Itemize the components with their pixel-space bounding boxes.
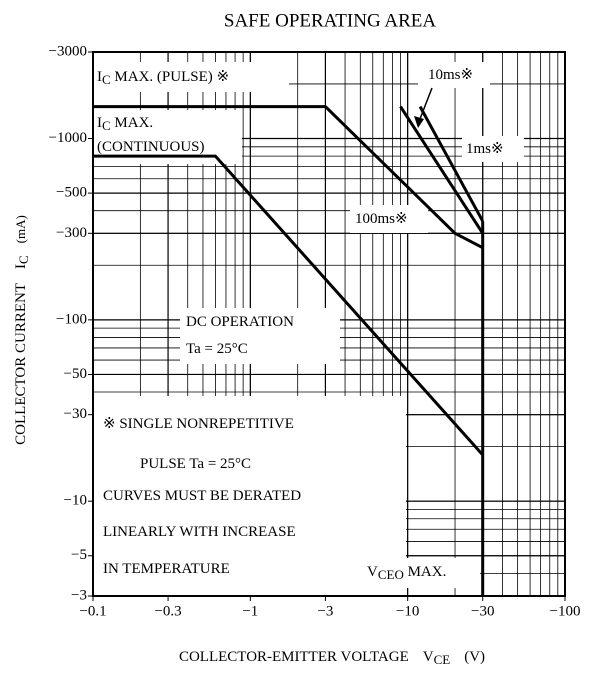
annotation: DC OPERATION xyxy=(186,314,294,330)
annotation: VCEO MAX. xyxy=(367,564,446,582)
annotation: 1ms※ xyxy=(466,141,504,157)
annotation: IN TEMPERATURE xyxy=(103,561,230,577)
y-tick-label: −100 xyxy=(56,311,87,327)
text-part: 100ms※ xyxy=(355,211,408,227)
dc-box xyxy=(180,308,340,364)
annotation: IC MAX. (PULSE) ※ xyxy=(97,69,229,87)
y-tick-label: −500 xyxy=(56,185,87,201)
text-part: COLLECTOR-EMITTER VOLTAGE xyxy=(179,649,409,665)
text-part: COLLECTOR CURRENT xyxy=(13,283,29,445)
chart-title: SAFE OPERATING AREA xyxy=(224,10,436,31)
curve xyxy=(93,154,484,456)
annotation: Ta = 25°C xyxy=(186,341,248,357)
text-part: C xyxy=(102,72,111,87)
text-part: LINEARLY WITH INCREASE xyxy=(103,524,296,540)
annotation: 100ms※ xyxy=(355,211,408,227)
x-tick-label: −100 xyxy=(550,603,581,619)
annotation: ※ SINGLE NONREPETITIVE xyxy=(103,416,294,432)
text-part: I xyxy=(13,264,29,269)
y-tick-label: −3 xyxy=(71,587,87,603)
annotation: (CONTINUOUS) xyxy=(97,139,205,155)
text-part: 1ms※ xyxy=(466,141,504,157)
curves xyxy=(93,105,485,596)
text-part: (mA) xyxy=(13,215,28,243)
text-part: CURVES MUST BE DERATED xyxy=(103,488,301,504)
text-part: V xyxy=(423,649,434,665)
text-part: MAX. xyxy=(111,115,154,131)
text-part: ※ SINGLE NONREPETITIVE xyxy=(103,416,294,432)
vceo-box xyxy=(362,558,480,588)
text-part: MAX. xyxy=(404,564,447,580)
annotation: CURVES MUST BE DERATED xyxy=(103,488,301,504)
labels: −0.1 −0.3 −1 −3 −10 −30 −100 −3 −5 −10 −30 −50 −100 −… xyxy=(13,43,581,667)
y-tick-label: −5 xyxy=(71,547,87,563)
x-tick-label: −3 xyxy=(317,603,333,619)
text-part: C xyxy=(102,118,111,133)
text-part: MAX. (PULSE) ※ xyxy=(111,69,229,85)
x-axis-label: COLLECTOR-EMITTER VOLTAGE VCE (V) xyxy=(179,649,485,667)
annotation: IC MAX. xyxy=(97,115,153,133)
text-part: IN TEMPERATURE xyxy=(103,561,230,577)
pulse-box xyxy=(94,62,289,92)
x-tick-label: −1 xyxy=(242,603,258,619)
y-tick-label: −3000 xyxy=(49,43,87,59)
text-part: C xyxy=(16,255,31,264)
y-tick-label: −30 xyxy=(64,406,87,422)
text-part: PULSE Ta = 25°C xyxy=(140,456,251,472)
y-tick-label: −10 xyxy=(64,493,87,509)
arrow-head xyxy=(414,116,424,128)
annotation: PULSE Ta = 25°C xyxy=(140,456,251,472)
y-axis-label: COLLECTOR CURRENT IC (mA) xyxy=(13,215,31,445)
annotation: LINEARLY WITH INCREASE xyxy=(103,524,296,540)
x-tick-label: −0.1 xyxy=(79,603,106,619)
plot-frame xyxy=(92,51,566,597)
100ms-box xyxy=(350,205,428,233)
y-tick-label: −1000 xyxy=(49,130,87,146)
text-part: I xyxy=(97,69,102,85)
y-tick-label: −50 xyxy=(64,366,87,382)
text-part: CEO xyxy=(378,567,404,582)
note-box xyxy=(94,396,406,595)
text-part: (V) xyxy=(464,649,485,665)
text-part: DC OPERATION xyxy=(186,314,294,330)
1ms-box xyxy=(462,136,524,162)
text-part: V xyxy=(367,564,378,580)
text-part: CE xyxy=(434,652,451,667)
text-part: 10ms※ xyxy=(428,67,473,83)
10ms-box xyxy=(418,62,490,88)
text-part: Ta = 25°C xyxy=(186,341,248,357)
curve xyxy=(93,105,484,250)
y-tick-label: −300 xyxy=(56,225,87,241)
curve xyxy=(418,105,485,222)
x-tick-label: −0.3 xyxy=(154,603,181,619)
curve xyxy=(399,105,484,235)
label-backgrounds xyxy=(94,62,524,595)
text-part: (CONTINUOUS) xyxy=(97,139,205,155)
x-tick-label: −10 xyxy=(396,603,419,619)
annotation: 10ms※ xyxy=(428,67,473,83)
text-part: I xyxy=(97,115,102,131)
x-tick-label: −30 xyxy=(471,603,494,619)
